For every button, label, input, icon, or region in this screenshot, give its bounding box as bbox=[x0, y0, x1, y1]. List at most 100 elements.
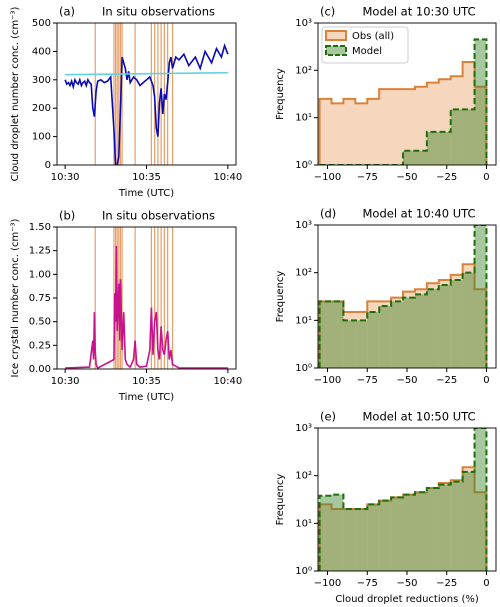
x-tick-label: −100 bbox=[314, 578, 341, 589]
hist-bar bbox=[450, 109, 463, 165]
hist-bar bbox=[331, 301, 344, 368]
y-tick-label: 1.00 bbox=[29, 269, 51, 280]
x-axis-label: Time (UTC) bbox=[118, 392, 174, 403]
y-tick-label: 200 bbox=[32, 103, 51, 114]
y-tick-label: 10² bbox=[295, 65, 312, 76]
hist-bar bbox=[343, 98, 356, 165]
hist-bar bbox=[450, 480, 463, 571]
legend-label: Obs (all) bbox=[352, 31, 394, 42]
x-tick-label: 10:35 bbox=[132, 172, 161, 183]
hist-bar bbox=[414, 492, 427, 571]
y-tick-label: 10⁰ bbox=[295, 566, 312, 577]
x-tick-label: −25 bbox=[436, 172, 457, 183]
x-tick-label: 10:30 bbox=[51, 172, 80, 183]
y-tick-label: 10³ bbox=[295, 220, 312, 231]
x-tick-label: 0 bbox=[483, 578, 489, 589]
hist-bar bbox=[450, 481, 463, 571]
hist-bar bbox=[474, 492, 487, 571]
panel-label: (c) bbox=[320, 5, 335, 19]
y-tick-label: 500 bbox=[32, 18, 51, 29]
x-tick-label: −75 bbox=[357, 578, 378, 589]
hist-bar bbox=[319, 301, 332, 368]
hist-bar bbox=[438, 484, 451, 571]
x-tick-label: −75 bbox=[357, 375, 378, 386]
hist-bar bbox=[414, 294, 427, 368]
hist-bar bbox=[343, 320, 356, 368]
x-tick-label: 10:40 bbox=[213, 376, 242, 387]
y-axis-label: Frequency bbox=[275, 474, 286, 526]
panel-title: Model at 10:30 UTC bbox=[363, 5, 476, 19]
x-tick-label: −50 bbox=[396, 172, 417, 183]
y-tick-label: 100 bbox=[32, 132, 51, 143]
hist-bar bbox=[414, 492, 427, 571]
hist-bar bbox=[391, 89, 404, 165]
y-tick-label: 10¹ bbox=[295, 518, 312, 529]
data-line bbox=[64, 43, 229, 165]
hist-bar bbox=[367, 504, 380, 571]
hist-bar bbox=[391, 297, 404, 368]
hist-bar bbox=[426, 289, 439, 368]
hist-bar bbox=[367, 311, 380, 368]
hist-bar bbox=[379, 301, 392, 368]
x-tick-label: −50 bbox=[396, 578, 417, 589]
axes-frame bbox=[317, 22, 497, 166]
x-tick-label: −100 bbox=[314, 375, 341, 386]
hist-outline bbox=[318, 60, 488, 165]
hist-bar bbox=[391, 497, 404, 571]
hist-bar bbox=[474, 39, 487, 165]
hist-bar bbox=[355, 311, 368, 368]
x-tick-label: −50 bbox=[396, 375, 417, 386]
hist-bar bbox=[450, 280, 463, 368]
x-tick-label: −75 bbox=[357, 172, 378, 183]
y-tick-label: 0.75 bbox=[29, 293, 51, 304]
hist-bar bbox=[343, 508, 356, 571]
y-tick-label: 400 bbox=[32, 46, 51, 57]
hist-bar bbox=[414, 86, 427, 165]
x-tick-label: 10:40 bbox=[213, 172, 242, 183]
hist-bar bbox=[403, 150, 415, 165]
y-tick-label: 10² bbox=[295, 268, 312, 279]
x-tick-label: 10:35 bbox=[132, 376, 161, 387]
hist-bar bbox=[319, 504, 332, 571]
y-tick-label: 1.50 bbox=[29, 222, 51, 233]
hist-bar bbox=[403, 291, 415, 368]
hist-bar bbox=[403, 494, 415, 571]
axes-frame bbox=[56, 22, 237, 166]
panel-label: (b) bbox=[59, 209, 75, 223]
axes-frame bbox=[56, 226, 237, 370]
panel-title: In situ observations bbox=[102, 209, 215, 223]
x-tick-label: −25 bbox=[436, 578, 457, 589]
hist-bar bbox=[355, 320, 368, 368]
hist-bar bbox=[426, 131, 439, 165]
legend-label: Model bbox=[352, 46, 382, 57]
data-line bbox=[65, 71, 228, 76]
panel-label: (e) bbox=[320, 410, 336, 424]
x-tick-label: −100 bbox=[314, 172, 341, 183]
y-tick-label: 0.50 bbox=[29, 317, 51, 328]
hist-bar bbox=[438, 79, 451, 165]
y-tick-label: 10⁰ bbox=[295, 160, 312, 171]
axes-frame bbox=[317, 427, 497, 572]
panel-title: Model at 10:50 UTC bbox=[363, 410, 476, 424]
hist-bar bbox=[462, 272, 475, 368]
legend-swatch bbox=[325, 45, 347, 56]
hist-bar bbox=[379, 305, 392, 368]
hist-bar bbox=[367, 301, 380, 368]
y-tick-label: 1.25 bbox=[29, 246, 51, 257]
hist-bar bbox=[403, 297, 415, 368]
hist-bar bbox=[462, 264, 475, 368]
data-line bbox=[65, 245, 228, 369]
hist-bar bbox=[355, 103, 368, 165]
hist-bar bbox=[355, 508, 368, 571]
hist-outline bbox=[318, 428, 488, 571]
hist-bar bbox=[474, 225, 487, 368]
x-tick-label: −25 bbox=[436, 375, 457, 386]
hist-bar bbox=[462, 61, 475, 165]
axes-frame bbox=[317, 224, 497, 369]
hist-bar bbox=[403, 89, 415, 165]
y-tick-label: 0.00 bbox=[29, 364, 51, 375]
y-tick-label: 10² bbox=[295, 471, 312, 482]
y-tick-label: 10¹ bbox=[295, 315, 312, 326]
y-tick-label: 300 bbox=[32, 75, 51, 86]
